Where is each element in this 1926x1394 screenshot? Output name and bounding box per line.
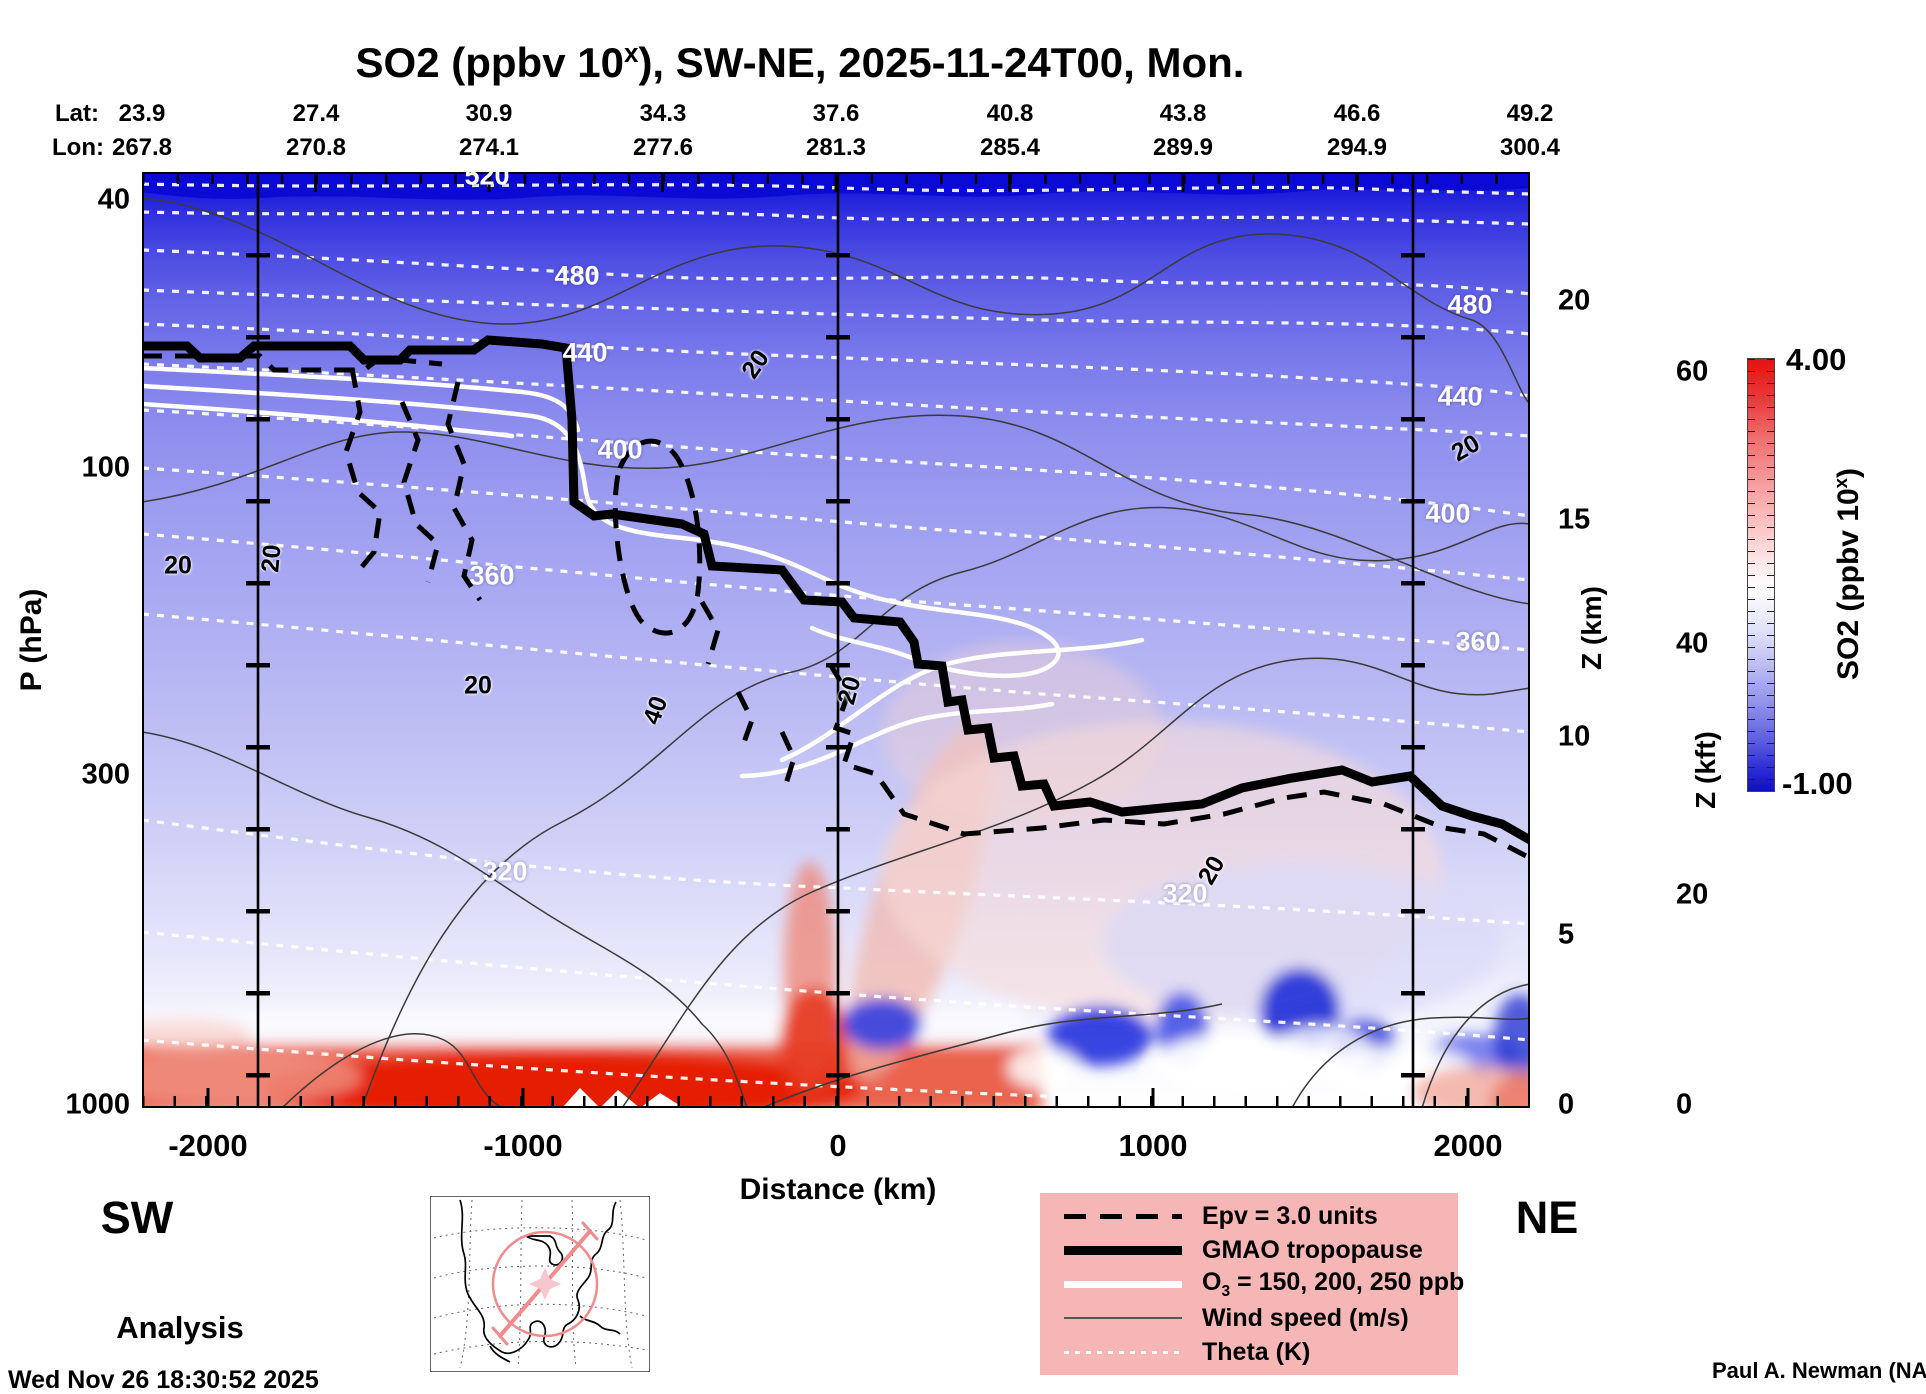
theta-label: 520	[464, 172, 510, 191]
lon-value: 289.9	[1152, 134, 1214, 161]
lat-value: 49.2	[1506, 100, 1554, 127]
zkm-tick: 0	[1558, 1088, 1575, 1121]
dotted-line-sample	[1064, 1350, 1182, 1354]
lon-value: 267.8	[111, 134, 173, 161]
p-tick-1000: 1000	[65, 1088, 130, 1121]
wind-label: 20	[464, 671, 492, 700]
ne-corner-label: NE	[1515, 1192, 1579, 1243]
legend-item-tropopause: GMAO tropopause	[1040, 1235, 1458, 1265]
lat-label: Lat:	[55, 100, 99, 127]
so2-colorbar	[1747, 358, 1775, 792]
thick-line-sample	[1064, 1245, 1182, 1255]
zkft-tick: 40	[1676, 627, 1709, 660]
p-tick-40: 40	[97, 183, 130, 216]
x-axis-title: Distance (km)	[739, 1173, 937, 1206]
legend-label: Wind speed (m/s)	[1202, 1303, 1409, 1332]
zkft-axis-title: Z (kft)	[1690, 731, 1721, 809]
colorbar-title: SO2 (ppbv 10x)	[1830, 467, 1865, 681]
colorbar-max: 4.00	[1786, 342, 1847, 377]
legend-label: O3 = 150, 200, 250 ppb	[1202, 1267, 1465, 1300]
zkm-tick: 5	[1558, 918, 1575, 951]
x-tick: 0	[829, 1128, 847, 1163]
lon-value: 274.1	[458, 134, 520, 161]
lon-value: 270.8	[285, 134, 347, 161]
analysis-label: Analysis	[116, 1310, 244, 1345]
theta-label: 400	[597, 434, 643, 465]
lat-value: 34.3	[639, 100, 687, 127]
ozone-contours	[142, 365, 1145, 779]
legend-label: Theta (K)	[1202, 1337, 1311, 1366]
legend-item-epv: Epv = 3.0 units	[1040, 1201, 1458, 1231]
zkm-tick: 10	[1558, 720, 1591, 753]
lat-value: 46.6	[1333, 100, 1381, 127]
timestamp: Wed Nov 26 18:30:52 2025	[8, 1366, 319, 1394]
lat-value: 23.9	[118, 100, 166, 127]
reference-lines	[246, 172, 1425, 1108]
p-axis-title: P (hPa)	[15, 588, 48, 692]
zkm-tick: 15	[1558, 503, 1591, 536]
wind-speed-contours	[142, 197, 1530, 1108]
lon-value: 294.9	[1326, 134, 1388, 161]
colorbar-ticks-left	[1748, 359, 1755, 791]
theta-label: 480	[554, 260, 600, 291]
transect-map-inset	[430, 1196, 650, 1372]
theta-label: 440	[562, 337, 608, 368]
credit: Paul A. Newman (NASA	[1712, 1358, 1926, 1383]
wind-label: 20	[164, 551, 192, 580]
p-tick-300: 300	[81, 758, 130, 791]
zkm-tick: 20	[1558, 284, 1591, 317]
theta-label: 320	[1162, 878, 1208, 909]
x-tick: 2000	[1433, 1128, 1503, 1163]
zkft-tick: 60	[1676, 355, 1709, 388]
range-circle	[491, 1230, 599, 1338]
wind-label: 20	[256, 543, 287, 574]
legend-item-theta: Theta (K)	[1040, 1337, 1458, 1367]
lat-value: 43.8	[1159, 100, 1207, 127]
lon-value: 277.6	[632, 134, 694, 161]
cross-section-canvas	[142, 172, 1530, 1108]
lat-value: 40.8	[986, 100, 1034, 127]
lon-label: Lon:	[52, 134, 104, 161]
p-tick-100: 100	[81, 451, 130, 484]
theta-label: 440	[1437, 381, 1483, 412]
lon-value: 300.4	[1499, 134, 1561, 161]
x-tick: 1000	[1118, 1128, 1188, 1163]
white-line-sample	[1064, 1280, 1182, 1288]
theta-label: 320	[482, 856, 528, 887]
zkm-axis-title: Z (km)	[1576, 586, 1607, 670]
legend-label: Epv = 3.0 units	[1202, 1201, 1378, 1230]
lon-value: 285.4	[979, 134, 1041, 161]
x-tick: -1000	[483, 1128, 563, 1163]
colorbar-ticks-right	[1767, 359, 1774, 791]
lat-value: 30.9	[465, 100, 513, 127]
theta-label: 480	[1447, 289, 1493, 320]
legend-panel: Epv = 3.0 units GMAO tropopause O3 = 150…	[1040, 1193, 1464, 1375]
legend-item-wind: Wind speed (m/s)	[1040, 1303, 1458, 1333]
surface-white-notch	[562, 1088, 684, 1108]
zkft-tick: 0	[1676, 1088, 1693, 1121]
epv-contours	[142, 353, 1530, 861]
thin-line-sample	[1064, 1317, 1182, 1319]
colorbar-min: -1.00	[1782, 766, 1853, 801]
dashed-line-sample	[1064, 1213, 1182, 1219]
theta-label: 360	[469, 560, 515, 591]
legend-label: GMAO tropopause	[1202, 1235, 1423, 1264]
zkft-tick: 20	[1676, 878, 1709, 911]
theta-label: 360	[1455, 626, 1501, 657]
page-title: SO2 (ppbv 10x), SW-NE, 2025-11-24T00, Mo…	[355, 38, 1245, 86]
cross-section-plot: 520 480 440 400 360 320 480 440 400 360 …	[142, 172, 1530, 1108]
graticule	[433, 1199, 647, 1369]
lat-value: 37.6	[812, 100, 860, 127]
x-tick: -2000	[168, 1128, 248, 1163]
theta-label: 400	[1425, 498, 1471, 529]
axis-ticks	[142, 172, 1530, 1108]
transect-center-star	[529, 1268, 561, 1300]
lon-value: 281.3	[805, 134, 867, 161]
sw-corner-label: SW	[100, 1192, 174, 1243]
legend-item-ozone: O3 = 150, 200, 250 ppb	[1040, 1268, 1464, 1300]
lat-value: 27.4	[292, 100, 340, 127]
gmao-tropopause-line	[142, 335, 1530, 844]
